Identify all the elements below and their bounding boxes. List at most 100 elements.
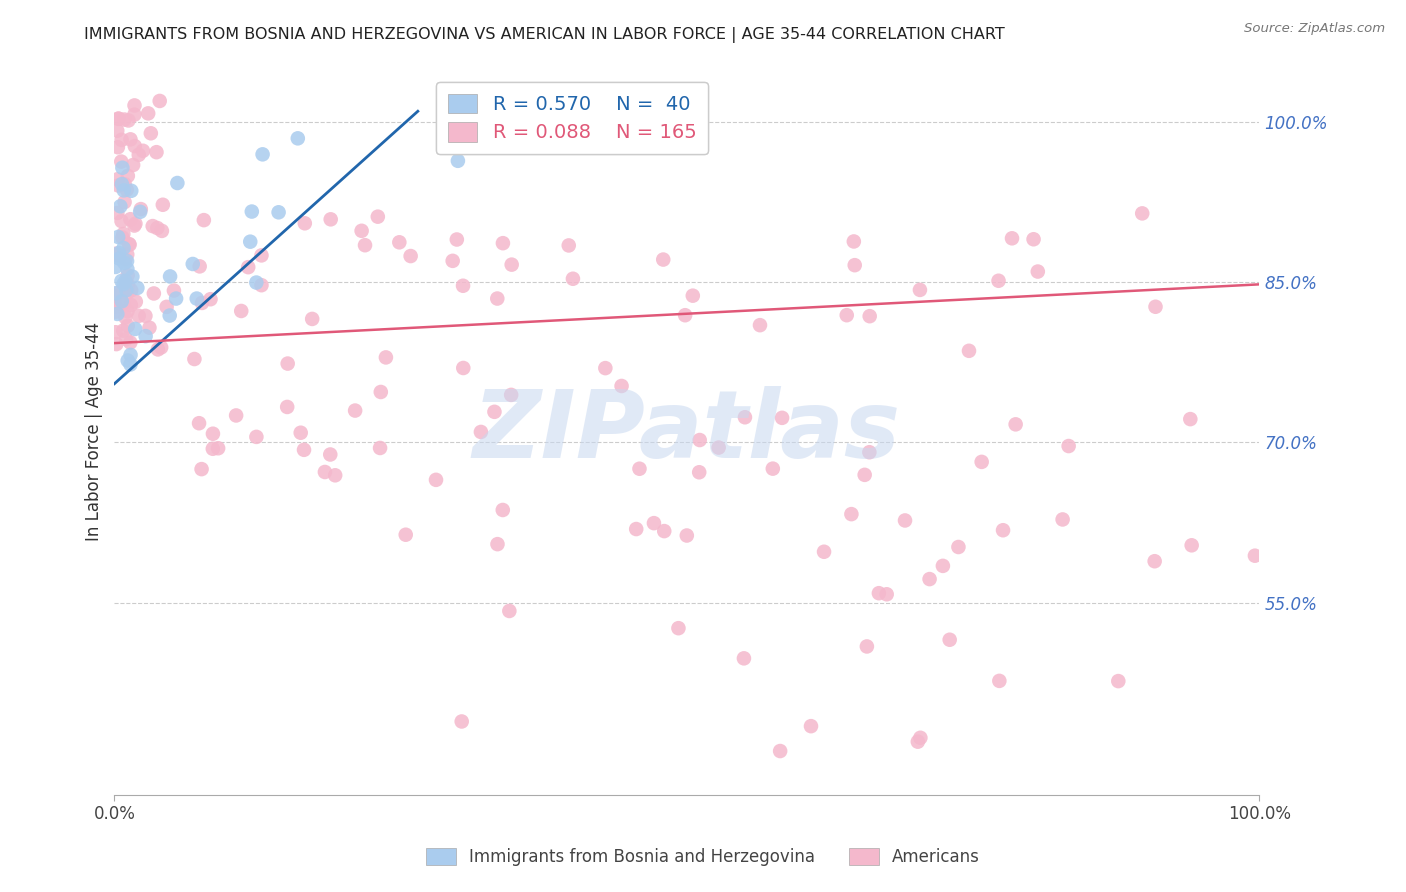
Point: [624, 522, 647, 536]
Point: [399, 249, 422, 263]
Point: [124, 139, 146, 153]
Point: [121, 269, 143, 284]
Point: [201, 426, 224, 441]
Point: [104, 300, 127, 314]
Point: [110, 214, 132, 228]
Point: [395, 527, 418, 541]
Point: [988, 673, 1011, 688]
Point: [107, 178, 129, 193]
Point: [104, 246, 127, 260]
Point: [115, 332, 138, 346]
Point: [115, 283, 138, 297]
Point: [107, 172, 129, 186]
Point: [350, 224, 373, 238]
Point: [128, 148, 150, 162]
Point: [120, 335, 142, 350]
Point: [112, 112, 135, 127]
Point: [105, 124, 128, 138]
Point: [111, 177, 134, 191]
Point: [250, 278, 273, 293]
Point: [501, 258, 523, 272]
Point: [127, 281, 149, 295]
Point: [876, 587, 898, 601]
Point: [104, 289, 127, 303]
Point: [907, 734, 929, 748]
Point: [734, 410, 756, 425]
Point: [245, 430, 267, 444]
Point: [1244, 549, 1267, 563]
Point: [104, 325, 127, 339]
Point: [120, 298, 142, 312]
Point: [689, 433, 711, 447]
Point: [104, 260, 127, 274]
Point: [486, 292, 509, 306]
Point: [762, 461, 785, 475]
Point: [114, 195, 136, 210]
Point: [142, 286, 165, 301]
Point: [190, 462, 212, 476]
Point: [120, 132, 142, 146]
Point: [918, 572, 941, 586]
Point: [240, 204, 263, 219]
Point: [115, 254, 138, 268]
Point: [682, 288, 704, 302]
Point: [125, 294, 148, 309]
Point: [117, 282, 139, 296]
Point: [111, 294, 134, 309]
Point: [668, 621, 690, 635]
Point: [484, 405, 506, 419]
Point: [112, 241, 135, 255]
Point: [114, 310, 136, 325]
Point: [110, 274, 132, 288]
Point: [146, 221, 169, 235]
Point: [108, 285, 131, 299]
Point: [239, 235, 262, 249]
Point: [105, 337, 128, 351]
Point: [1052, 512, 1074, 526]
Point: [368, 441, 391, 455]
Point: [112, 296, 135, 310]
Point: [152, 198, 174, 212]
Point: [132, 144, 155, 158]
Point: [749, 318, 772, 333]
Point: [344, 403, 367, 417]
Point: [159, 309, 181, 323]
Point: [124, 322, 146, 336]
Point: [643, 516, 665, 530]
Point: [138, 320, 160, 334]
Point: [117, 304, 139, 318]
Point: [163, 284, 186, 298]
Point: [844, 258, 866, 272]
Point: [610, 379, 633, 393]
Legend: R = 0.570    N =  40, R = 0.088    N = 165: R = 0.570 N = 40, R = 0.088 N = 165: [436, 82, 709, 154]
Point: [294, 216, 316, 230]
Point: [354, 238, 377, 252]
Point: [561, 272, 583, 286]
Point: [319, 448, 342, 462]
Point: [225, 409, 247, 423]
Point: [124, 219, 146, 233]
Point: [868, 586, 890, 600]
Point: [207, 442, 229, 456]
Point: [675, 528, 697, 542]
Point: [374, 351, 396, 365]
Point: [319, 212, 342, 227]
Point: [470, 425, 492, 439]
Point: [120, 284, 142, 298]
Point: [1001, 231, 1024, 245]
Point: [859, 309, 882, 323]
Point: [492, 236, 515, 251]
Point: [453, 361, 475, 376]
Point: [856, 640, 879, 654]
Point: [450, 714, 472, 729]
Point: [114, 252, 136, 267]
Point: [841, 507, 863, 521]
Point: [118, 237, 141, 252]
Point: [908, 283, 931, 297]
Point: [277, 357, 299, 371]
Point: [111, 133, 134, 147]
Point: [1004, 417, 1026, 432]
Point: [136, 106, 159, 120]
Point: [800, 719, 823, 733]
Point: [932, 558, 955, 573]
